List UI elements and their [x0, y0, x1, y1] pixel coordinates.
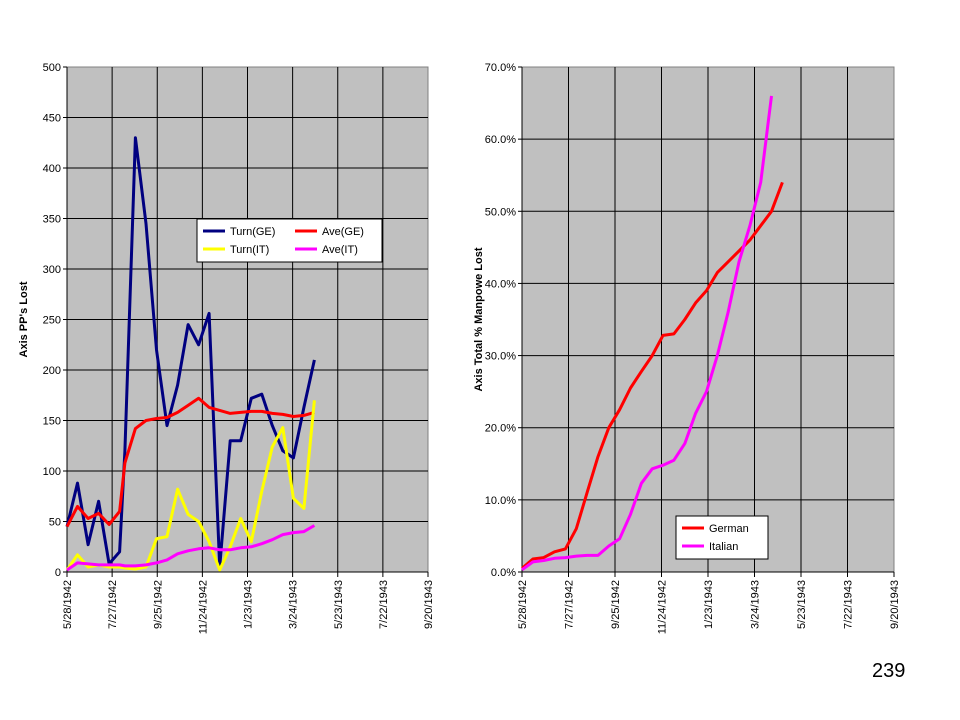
charts-svg: 0 50 100 150 200 250 300 350 400 450 500 5/28/1942 7…	[18, 62, 901, 634]
y-axis-label: Axis Total % Manpowe Lost	[473, 247, 485, 391]
series-line-german	[521, 181, 784, 570]
y-tick-label: 0	[55, 567, 61, 579]
x-tick-label: 5/23/1943	[796, 580, 808, 629]
y-tick-label: 150	[43, 416, 61, 428]
chart-1: 0 50 100 150 200 250 300 350 400 450 500 5/28/1942 7…	[18, 62, 435, 634]
x-tick-label: 1/23/1943	[703, 580, 715, 629]
x-tick-label: 3/24/1943	[288, 580, 300, 629]
y-tick-label: 50	[49, 517, 61, 529]
x-tick-label: 7/27/1942	[564, 580, 576, 629]
y-tick-label: 200	[43, 365, 61, 377]
x-tick-label: 7/27/1942	[107, 580, 119, 629]
legend-entry: German	[709, 523, 749, 535]
x-tick-label: 9/25/1942	[610, 580, 622, 629]
chart-area: 0 50 100 150 200 250 300 350 400 450 500 5/28/1942 7…	[14, 40, 906, 666]
y-tick-label: 450	[43, 113, 61, 125]
x-tick-label: 1/23/1943	[243, 580, 255, 629]
y-tick-label: 40.0%	[485, 278, 516, 290]
legend-entry: Turn(IT)	[230, 244, 269, 256]
y-tick-label: 400	[43, 163, 61, 175]
y-tick-label: 300	[43, 264, 61, 276]
legend: German Italian	[675, 515, 769, 560]
x-tick-label: 5/23/1943	[333, 580, 345, 629]
legend-entry: Ave(IT)	[322, 244, 358, 256]
x-tick-label: 11/24/1942	[197, 580, 209, 634]
y-tick-label: 50.0%	[485, 206, 516, 218]
y-tick-label: 30.0%	[485, 351, 516, 363]
x-tick-label: 7/22/1943	[843, 580, 855, 629]
legend-entry: Ave(GE)	[322, 226, 364, 238]
x-tick-label: 5/28/1942	[517, 580, 529, 629]
page-number: 239	[872, 660, 906, 682]
y-tick-label: 250	[43, 315, 61, 327]
x-tick-label: 9/25/1942	[152, 580, 164, 629]
x-tick-label: 9/20/1943	[423, 580, 435, 629]
y-tick-label: 70.0%	[485, 62, 516, 74]
series-line-turn-it	[65, 400, 316, 572]
legend-entry: Turn(GE)	[230, 226, 275, 238]
y-tick-label: 500	[43, 62, 61, 74]
y-tick-label: 100	[43, 466, 61, 478]
legend: Turn(GE) Ave(GE) Turn(IT) Ave(IT)	[196, 218, 383, 263]
y-tick-label: 20.0%	[485, 423, 516, 435]
x-tick-label: 3/24/1943	[750, 580, 762, 629]
y-tick-label: 350	[43, 214, 61, 226]
y-tick-label: 0.0%	[491, 567, 516, 579]
y-axis-label: Axis PP's Lost	[18, 281, 30, 357]
series-line-italian	[521, 95, 773, 572]
legend-entry: Italian	[709, 541, 738, 553]
x-tick-label: 9/20/1943	[889, 580, 901, 629]
x-tick-label: 7/22/1943	[378, 580, 390, 629]
x-tick-label: 5/28/1942	[62, 580, 74, 629]
y-tick-label: 60.0%	[485, 134, 516, 146]
series-line-ave-ge	[65, 396, 315, 528]
chart-2: 0.0% 10.0% 20.0% 30.0% 40.0% 50.0% 60.0% 70.0% 5…	[473, 62, 901, 634]
series-line-ave-it	[66, 524, 316, 572]
x-tick-label: 11/24/1942	[657, 580, 669, 634]
legend-box	[675, 515, 769, 560]
legend-box	[196, 218, 383, 263]
y-tick-label: 10.0%	[485, 495, 516, 507]
